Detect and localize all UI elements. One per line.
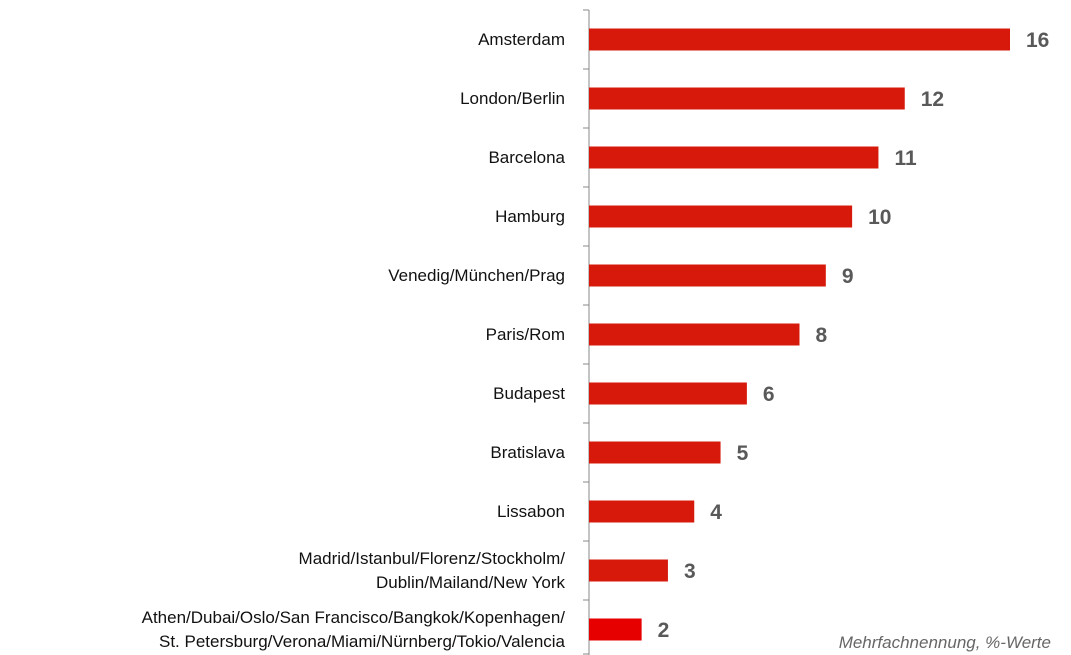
value-label: 6	[763, 383, 775, 406]
category-label: Madrid/Istanbul/Florenz/Stockholm/ Dubli…	[298, 548, 565, 592]
bar	[589, 205, 853, 228]
note: Mehrfachnennung, %-Werte	[838, 633, 1051, 652]
bar	[589, 264, 826, 287]
bar	[589, 87, 905, 110]
bar	[589, 146, 879, 169]
value-label: 9	[842, 265, 854, 288]
category-label: Budapest	[493, 383, 565, 403]
category-label: Amsterdam	[478, 29, 565, 49]
bar	[589, 500, 695, 523]
category-label: Hamburg	[495, 206, 565, 226]
value-label: 5	[737, 442, 749, 465]
value-label: 8	[816, 324, 828, 347]
value-label: 12	[921, 88, 944, 111]
category-label: London/Berlin	[460, 88, 565, 108]
bar	[589, 559, 668, 582]
bar	[589, 28, 1010, 51]
category-label: Venedig/München/Prag	[388, 265, 565, 285]
bar	[589, 323, 800, 346]
value-label: 4	[710, 501, 722, 524]
value-label: 3	[684, 560, 696, 583]
value-label: 10	[868, 206, 891, 229]
value-label: 2	[658, 619, 670, 642]
bar	[589, 382, 747, 405]
category-label: Bratislava	[490, 442, 565, 462]
bar	[589, 618, 642, 641]
bar	[589, 441, 721, 464]
category-label: Lissabon	[496, 501, 565, 521]
category-label: Athen/Dubai/Oslo/San Francisco/Bangkok/K…	[141, 607, 565, 651]
category-label: Paris/Rom	[485, 324, 565, 344]
category-label: Barcelona	[488, 147, 565, 167]
value-label: 16	[1026, 29, 1049, 52]
value-label: 11	[894, 147, 917, 170]
